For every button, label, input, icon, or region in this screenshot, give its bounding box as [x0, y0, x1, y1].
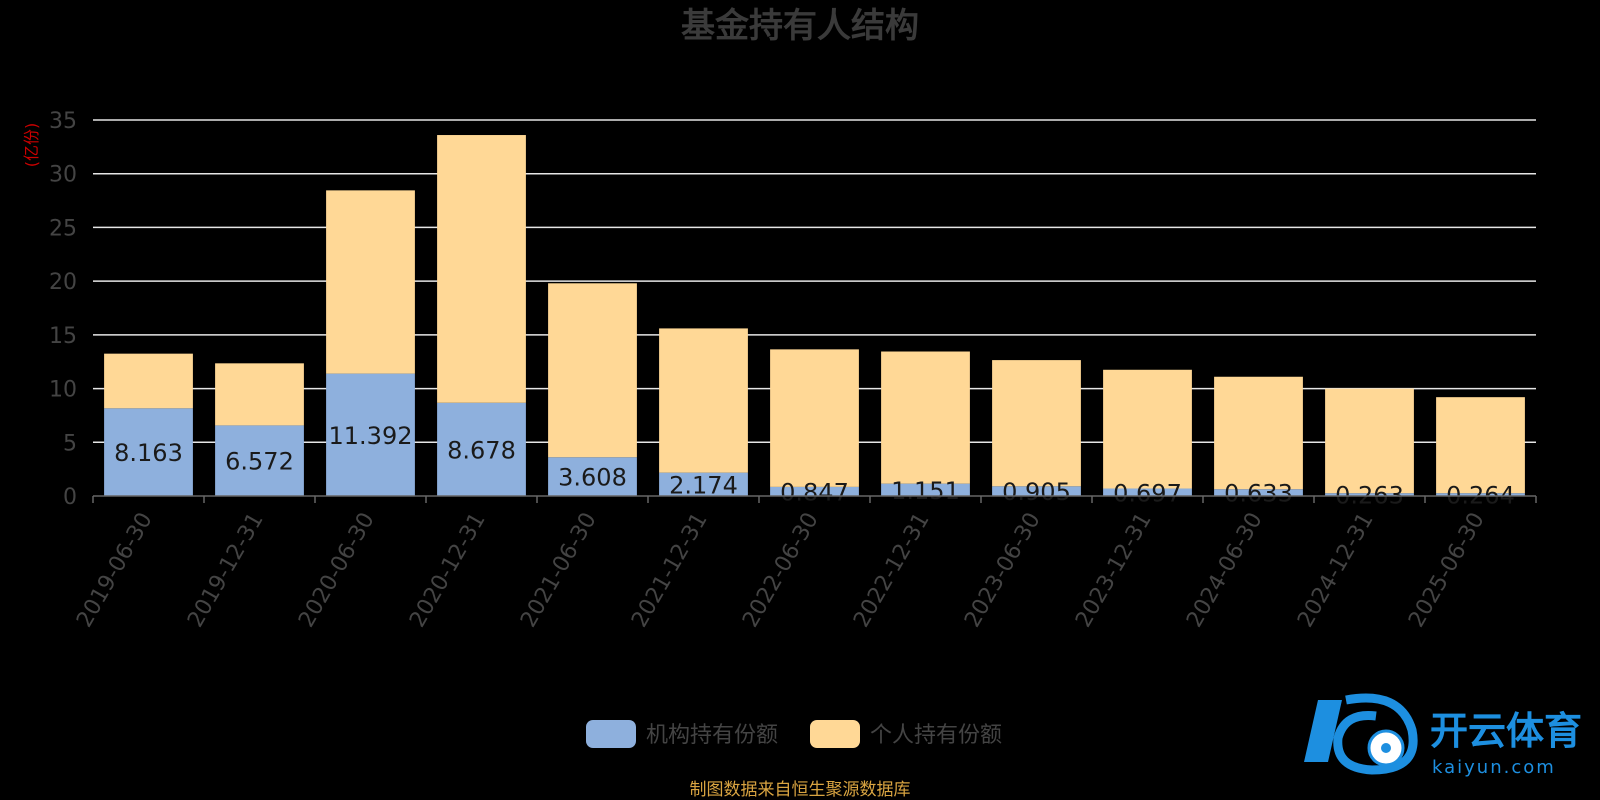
- y-tick-label: 15: [49, 324, 77, 349]
- bar-institutional: [326, 373, 415, 496]
- bar-individual: [1436, 397, 1525, 494]
- x-tick-label: 2019-06-30: [72, 509, 158, 632]
- bar-individual: [659, 328, 748, 473]
- watermark-logo: 开云体育 kaiyun.com: [1304, 693, 1582, 778]
- y-tick-label: 30: [49, 163, 77, 188]
- bar-value-label: 8.678: [447, 436, 516, 464]
- y-tick-label: 5: [63, 431, 77, 456]
- bar-institutional: [659, 472, 748, 496]
- bar-institutional: [104, 408, 193, 496]
- bar-individual: [215, 363, 304, 426]
- bars: [104, 135, 1525, 496]
- bar-value-label: 1.151: [891, 477, 960, 505]
- y-tick-label: 0: [63, 485, 77, 510]
- bar-individual: [437, 135, 526, 403]
- bar-institutional: [1214, 489, 1303, 496]
- bar-labels: 8.163 6.572 11.392 8.678 3.608 2.174 0.847 1.15…: [114, 422, 1515, 510]
- bar-individual: [992, 360, 1081, 487]
- bar-value-label: 11.392: [329, 422, 413, 450]
- bar-institutional: [770, 486, 859, 496]
- bar-individual: [548, 283, 637, 458]
- bar-value-label: 6.572: [225, 448, 294, 476]
- bar-institutional: [1436, 493, 1525, 496]
- y-tick-label: 25: [49, 216, 77, 241]
- watermark-brand-name: 开云体育: [1430, 709, 1582, 753]
- y-tick-label: 35: [49, 109, 77, 134]
- bar-individual: [1214, 376, 1303, 490]
- bar-value-label: 0.633: [1224, 480, 1293, 508]
- legend-swatch: [810, 720, 860, 748]
- bar-individual: [104, 353, 193, 409]
- x-tick-label: 2021-12-31: [627, 509, 713, 632]
- y-tick-label: 10: [49, 378, 77, 403]
- bar-value-label: 0.847: [780, 478, 849, 506]
- legend[interactable]: 机构持有份额 个人持有份额: [586, 720, 1002, 748]
- legend-swatch: [586, 720, 636, 748]
- y-axis-unit-label: (亿份): [22, 123, 41, 168]
- bar-institutional: [548, 457, 637, 496]
- bar-value-label: 0.697: [1113, 479, 1182, 507]
- bar-individual: [326, 190, 415, 374]
- x-tick-label: 2022-12-31: [849, 509, 935, 632]
- bar-individual: [1325, 388, 1414, 494]
- kaiyun-logo-icon: [1304, 693, 1418, 775]
- x-tick-label: 2020-06-30: [294, 509, 380, 632]
- x-tick-label: 2020-12-31: [405, 509, 491, 632]
- x-tick-label: 2024-06-30: [1182, 509, 1268, 632]
- data-source-note: 制图数据来自恒生聚源数据库: [690, 780, 911, 800]
- bar-value-label: 2.174: [669, 471, 738, 499]
- watermark-domain: kaiyun.com: [1432, 757, 1556, 778]
- x-tick-label: 2024-12-31: [1293, 509, 1379, 632]
- bar-value-label: 3.608: [558, 464, 627, 492]
- bar-institutional: [437, 402, 526, 496]
- x-tick-label: 2021-06-30: [516, 509, 602, 632]
- bar-institutional: [215, 425, 304, 496]
- x-tick-label: 2023-12-31: [1071, 509, 1157, 632]
- bar-institutional: [881, 483, 970, 496]
- x-tick-label: 2022-06-30: [738, 509, 824, 632]
- bar-value-label: 0.905: [1002, 478, 1071, 506]
- bar-individual: [1103, 369, 1192, 489]
- bar-institutional: [1103, 488, 1192, 496]
- legend-label: 个人持有份额: [870, 723, 1002, 748]
- chart-title: 基金持有人结构: [681, 6, 919, 46]
- x-tick-label: 2023-06-30: [960, 509, 1046, 632]
- x-tick-label: 2025-06-30: [1404, 509, 1490, 632]
- y-tick-label: 20: [49, 270, 77, 295]
- x-tick-label: 2019-12-31: [183, 509, 269, 632]
- legend-label: 机构持有份额: [646, 723, 778, 748]
- bar-institutional: [1325, 493, 1414, 496]
- bar-individual: [881, 351, 970, 484]
- bar-individual: [770, 349, 859, 487]
- bar-value-label: 8.163: [114, 439, 183, 467]
- bar-institutional: [992, 486, 1081, 496]
